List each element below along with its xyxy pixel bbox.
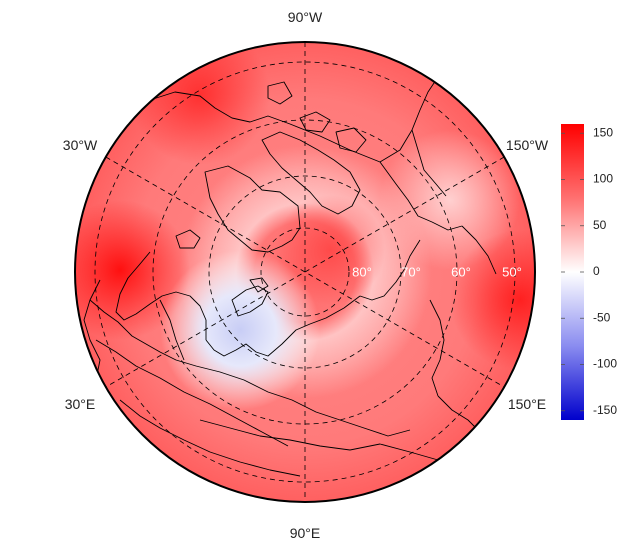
colorbar: 150 100 50 0 -50 -100 -150 [561, 124, 617, 420]
lon-label-bottom: 90°E [290, 525, 321, 541]
scandinavia-coast [115, 251, 207, 340]
colorbar-tick-label: 150 [593, 125, 613, 139]
alaska-coast [379, 161, 463, 231]
colorbar-tick-label: -100 [593, 357, 617, 371]
canadian-archipelago-outline [261, 131, 361, 215]
lat-circle-80 [260, 227, 350, 317]
novaya-zemlya-outline [231, 285, 269, 317]
colorbar-ticks: 150 100 50 0 -50 -100 -150 [561, 125, 617, 417]
longitude-labels: 90°W 30°W 150°W 30°E 150°E 90°E [63, 9, 549, 541]
lon-label-upper-right: 150°W [506, 137, 549, 153]
lon-label-lower-right: 150°E [508, 396, 546, 412]
colorbar-tick-label: 0 [593, 264, 600, 278]
lat-circle-50 [94, 61, 516, 483]
siberia-coast-east [359, 239, 421, 301]
lat-label-70: 70° [401, 264, 421, 279]
latitude-labels: 80° 70° 60° 50° [352, 264, 522, 279]
north-america-coast [149, 71, 451, 163]
meridian-30-210 [105, 156, 505, 388]
colorbar-tick-label: 100 [593, 172, 613, 186]
svalbard-outline [249, 277, 269, 293]
colorbar-tick-label: -50 [593, 310, 611, 324]
lat-circle-70 [208, 175, 402, 369]
lat-label-80: 80° [352, 264, 372, 279]
lat-label-60: 60° [451, 264, 471, 279]
colorbar-gradient [561, 124, 584, 420]
map-boundary [74, 41, 536, 503]
iceland-outline [175, 229, 201, 249]
graticule [94, 42, 516, 502]
lat-label-50: 50° [502, 264, 522, 279]
lon-label-lower-left: 30°E [65, 396, 96, 412]
russia-arctic-coast [205, 295, 361, 357]
colorbar-tick-label: 50 [593, 218, 607, 232]
lon-label-upper-left: 30°W [63, 137, 98, 153]
colorbar-tick-label: -150 [593, 403, 617, 417]
meridian-150-330 [105, 156, 505, 388]
lon-label-top: 90°W [288, 9, 323, 25]
